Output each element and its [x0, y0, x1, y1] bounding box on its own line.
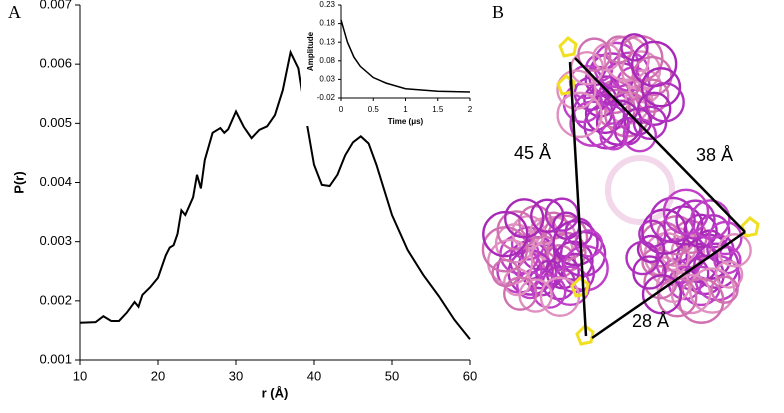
x-tick-label: 40	[307, 368, 321, 383]
x-tick-label: 20	[151, 368, 165, 383]
helix-ring	[620, 33, 649, 62]
spin-label	[570, 276, 590, 298]
y-tick-label: 0.005	[39, 115, 72, 130]
helix-ring	[640, 67, 682, 108]
y-tick-label: 0.13	[319, 37, 335, 46]
distance-arrows	[568, 57, 746, 340]
data-line	[340, 19, 471, 93]
y-tick-label: 0.23	[319, 0, 335, 9]
helix-ring	[689, 267, 736, 314]
helix-ring	[604, 35, 633, 64]
inset-background	[301, 1, 474, 126]
y-tick-label: 0.006	[39, 56, 72, 71]
helix-ring	[550, 265, 591, 307]
x-tick-label: 60	[463, 368, 477, 383]
helix-ring	[622, 117, 657, 153]
x-tick-label: 1.5	[432, 105, 444, 114]
spin-label	[556, 74, 576, 96]
y-tick-label: 0.002	[39, 292, 72, 307]
x-tick-label: 0	[339, 105, 344, 114]
helix-ring	[680, 265, 722, 307]
y-tick-label: 0.18	[319, 19, 335, 28]
helix-ring	[662, 188, 710, 235]
helix-ring	[481, 226, 529, 273]
x-tick-label: 2	[468, 105, 473, 114]
helix-ring	[518, 278, 553, 313]
helix-ring	[530, 198, 565, 233]
helix-ring	[556, 69, 597, 110]
helix-ring	[556, 91, 603, 139]
helix-ring	[599, 122, 628, 151]
x-axis-label: Time (μs)	[388, 117, 424, 126]
y-axis-label: Amplitude	[306, 31, 315, 71]
helix-ring	[690, 199, 731, 240]
x-tick-label: 50	[385, 368, 399, 383]
distance-label: 28 Å	[632, 311, 669, 331]
y-tick-label: 0.004	[39, 174, 72, 189]
spin-label	[558, 36, 578, 58]
helix-ring	[675, 199, 716, 240]
y-axis-label: P(r)	[11, 171, 26, 193]
shadow-ring	[605, 155, 675, 225]
spin-label	[740, 216, 760, 238]
helix-ring	[637, 91, 672, 126]
x-tick-label: 1	[403, 105, 408, 114]
y-tick-label: -0.02	[317, 93, 336, 102]
helix-ring	[577, 37, 612, 72]
helix-ring	[496, 210, 537, 251]
helix-ring	[625, 240, 660, 276]
distance-label: 38 Å	[696, 145, 733, 165]
y-tick-label: 0.03	[319, 75, 335, 84]
helix-ring	[532, 274, 567, 309]
distance-label: 45 Å	[514, 143, 551, 163]
data-line	[79, 49, 471, 340]
helix-ring	[574, 229, 604, 258]
helix-ring	[635, 78, 670, 113]
helix-ring	[714, 260, 744, 289]
helix-ring	[641, 274, 683, 315]
x-tick-label: 0.5	[368, 105, 380, 114]
y-tick-label: 0.001	[39, 351, 72, 366]
y-tick-label: 0.003	[39, 233, 72, 248]
x-tick-label: 30	[229, 368, 243, 383]
x-axis-label: r (Å)	[262, 385, 289, 400]
helix-ring	[636, 234, 666, 264]
helix-ring	[504, 198, 545, 239]
structure-image	[481, 33, 760, 346]
helix-ring	[494, 223, 536, 264]
panel-label: A	[8, 2, 21, 22]
helix-ring	[683, 213, 718, 249]
x-tick-label: 10	[73, 368, 87, 383]
panel-label: B	[492, 2, 504, 22]
helix-ring	[710, 275, 739, 304]
helix-ring	[503, 276, 538, 311]
y-tick-label: 0.08	[319, 56, 335, 65]
helix-ring	[632, 105, 668, 141]
helix-ring	[482, 210, 529, 258]
helix-ring	[644, 82, 685, 123]
y-tick-label: 0.007	[39, 0, 72, 11]
